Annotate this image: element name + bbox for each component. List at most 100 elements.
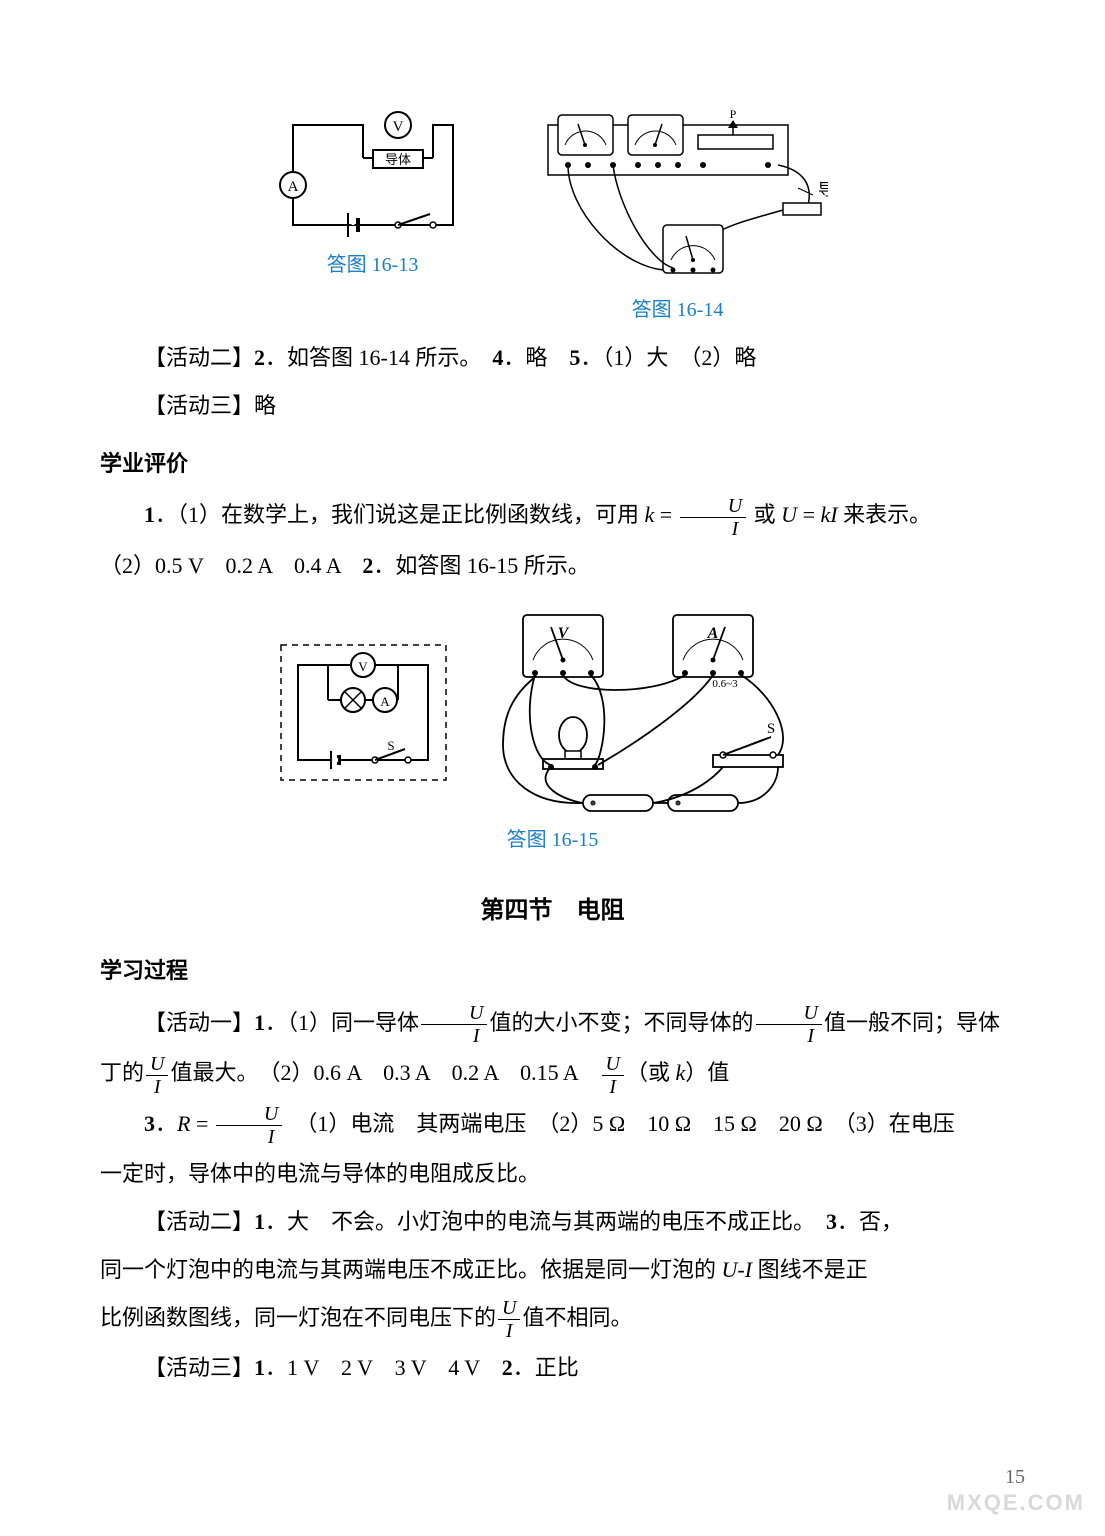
numerator: U [216,1104,282,1126]
numerator: U [498,1298,520,1320]
num: 2 [254,345,265,370]
denominator: I [756,1025,822,1046]
text: 【活动二】 [144,345,254,370]
text: ．大 不会。小灯泡中的电流与其两端的电压不成正比。 [265,1209,826,1234]
section-title: 第四节 电阻 [100,889,1005,935]
activity1-line2: 丁的UI值最大。 （2）0.6 A 0.3 A 0.2 A 0.15 A UI（… [100,1052,1005,1096]
fraction: UI [680,496,746,539]
text: 丁的 [100,1060,144,1085]
heading-evaluation: 学业评价 [100,443,1005,485]
fraction: UI [602,1054,624,1097]
svg-text:S: S [766,721,774,737]
denominator: I [680,518,746,539]
svg-text:0.6~3: 0.6~3 [712,678,738,690]
text: 值最大。 （2）0.6 A 0.3 A 0.2 A 0.15 A [170,1060,599,1085]
text: ．正比 [513,1355,579,1380]
text: ．略 [503,345,569,370]
text: ．（1）在数学上，我们说这是正比例函数线，可用 [155,502,645,527]
svg-text:S: S [387,738,394,753]
var-R: R [177,1111,190,1136]
num: 2 [502,1355,513,1380]
num: 5 [569,345,580,370]
numerator: U [756,1003,822,1025]
text: 同一个灯泡中的电流与其两端电压不成正比。依据是同一灯泡的 [100,1257,722,1282]
numerator: U [680,496,746,518]
var-UI: U-I [722,1257,753,1282]
figure-16-15-wrap: V A [100,605,1005,859]
figure-16-13: V 导体 A [278,110,468,329]
svg-text:P: P [729,110,736,121]
watermark: MXQE.COM [947,1482,1085,1524]
text: ．否， [837,1209,903,1234]
heading-process: 学习过程 [100,950,1005,992]
activity1-line4: 一定时，导体中的电流与导体的电阻成反比。 [100,1153,1005,1195]
num: 2 [362,553,373,578]
eval-line-1: 1．（1）在数学上，我们说这是正比例函数线，可用 k = UI 或 U = kI… [100,494,1005,538]
text: 或 [748,502,781,527]
num: 4 [492,345,503,370]
activity-3-line: 【活动三】略 [100,385,1005,427]
eq: = [654,502,677,527]
activity-2-line: 【活动二】2．如答图 16-14 所示。 4．略 5．（1）大 （2）略 [100,337,1005,379]
text: ． [155,1111,177,1136]
num: 1 [254,1355,265,1380]
denominator: I [602,1076,624,1097]
num: 3 [144,1111,155,1136]
eq: = [797,502,820,527]
activity3-line: 【活动三】1．1 V 2 V 3 V 4 V 2．正比 [100,1347,1005,1389]
fraction: UI [216,1104,282,1147]
text: 【活动二】 [144,1209,254,1234]
denominator: I [421,1025,487,1046]
text: ．如答图 16-15 所示。 [373,553,589,578]
eq: = [190,1111,213,1136]
text: 值一般不同；导体 [824,1010,1000,1035]
activity2-line3: 比例函数图线，同一灯泡在不同电压下的UI值不相同。 [100,1297,1005,1341]
num: 1 [254,1010,265,1035]
numerator: U [602,1054,624,1076]
text: ．1 V 2 V 3 V 4 V [265,1355,502,1380]
fraction: UI [146,1054,168,1097]
text: 【活动三】 [144,1355,254,1380]
svg-text:A: A [380,694,390,709]
text: 比例函数图线，同一灯泡在不同电压下的 [100,1305,496,1330]
text: ）值 [685,1060,729,1085]
figure-16-15: V A [273,605,833,859]
svg-text:导体: 导体 [384,152,410,167]
text: 值的大小不变；不同导体的 [489,1010,753,1035]
num: 3 [826,1209,837,1234]
figure-16-14: P 导体 [528,110,828,329]
figure-caption: 答图 16-15 [507,821,599,859]
fraction: UI [498,1298,520,1341]
text: ．如答图 16-14 所示。 [265,345,492,370]
text: 【活动一】 [144,1010,254,1035]
var-k: k [645,502,655,527]
svg-text:导体: 导体 [818,181,828,199]
activity2-line1: 【活动二】1．大 不会。小灯泡中的电流与其两端的电压不成正比。 3．否， [100,1201,1005,1243]
page: V 导体 A [0,0,1105,1536]
text: （或 [626,1060,676,1085]
var-k: k [676,1060,686,1085]
apparatus-diagram-2: V A [273,605,833,815]
activity2-line2: 同一个灯泡中的电流与其两端电压不成正比。依据是同一灯泡的 U-I 图线不是正 [100,1249,1005,1291]
apparatus-diagram-1: P 导体 [528,110,828,285]
text: 来表示。 [838,502,932,527]
denominator: I [498,1320,520,1341]
svg-text:A: A [287,179,298,195]
var-kI: kI [820,502,837,527]
denominator: I [216,1126,282,1147]
num: 1 [144,502,155,527]
denominator: I [146,1076,168,1097]
fraction: UI [756,1003,822,1046]
figure-caption: 答图 16-13 [327,246,419,284]
svg-text:A: A [706,625,718,642]
text: （1）电流 其两端电压 （2）5 Ω 10 Ω 15 Ω 20 Ω （3）在电压 [284,1111,954,1136]
activity1-line3: 3．R = UI （1）电流 其两端电压 （2）5 Ω 10 Ω 15 Ω 20… [100,1103,1005,1147]
text: ．（1）大 （2）略 [580,345,756,370]
figure-row-top: V 导体 A [100,110,1005,329]
numerator: U [421,1003,487,1025]
numerator: U [146,1054,168,1076]
eval-line-2: （2）0.5 V 0.2 A 0.4 A 2．如答图 16-15 所示。 [100,545,1005,587]
text: 值不相同。 [522,1305,632,1330]
svg-text:V: V [358,659,368,674]
circuit-diagram-1: V 导体 A [278,110,468,240]
